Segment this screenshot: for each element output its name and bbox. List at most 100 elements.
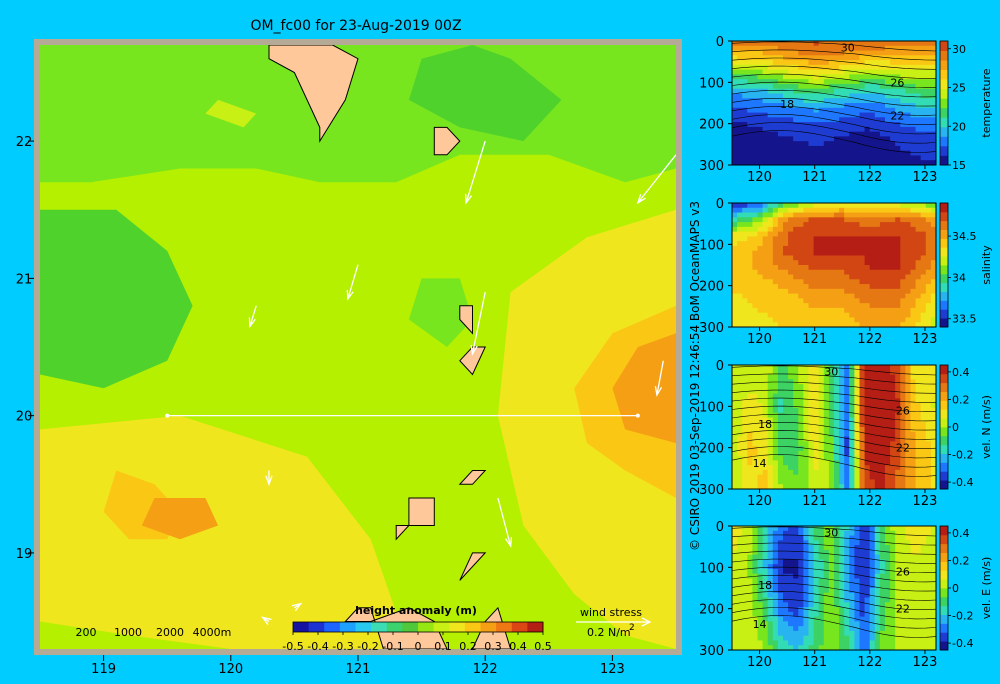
section-cell [910, 616, 916, 622]
section-cell [854, 474, 860, 480]
section-cell [854, 103, 860, 109]
section-cell [920, 645, 927, 651]
section-cell [879, 298, 886, 304]
section-cell [737, 236, 743, 242]
section-cell [828, 274, 835, 280]
section-cell [854, 469, 860, 476]
section-cell [925, 554, 932, 560]
section-cell [793, 540, 799, 546]
section-cell [834, 203, 840, 209]
section-cell [762, 403, 769, 409]
section-cell [925, 231, 932, 237]
section-cell [905, 274, 911, 280]
anomaly-region [40, 45, 676, 183]
section-cell [900, 635, 906, 641]
section-cell [828, 298, 835, 304]
section-cell [732, 384, 738, 390]
section-cell [808, 41, 814, 47]
section-cell [910, 160, 916, 166]
section-cell [844, 616, 850, 622]
section-cell [828, 630, 835, 637]
section-cell [890, 207, 896, 213]
section-cell [920, 226, 927, 233]
section-cell [828, 578, 835, 584]
section-cell [849, 274, 855, 280]
section-cell [890, 284, 896, 290]
section-cell [777, 607, 784, 613]
section-cell [854, 50, 860, 56]
section-cell [925, 427, 932, 433]
section-cell [869, 455, 876, 461]
section-cell [737, 112, 743, 118]
section-cell [788, 145, 794, 152]
section-cell [930, 635, 937, 641]
section-cell [844, 369, 850, 375]
section-cell [742, 479, 748, 485]
section-cell [854, 245, 860, 252]
section-y-tick-label: 200 [699, 603, 724, 618]
section-cell [783, 274, 789, 280]
section-cell [752, 384, 758, 390]
section-cell [813, 630, 820, 637]
section-cell [834, 207, 840, 213]
section-cell [747, 427, 753, 433]
section-cell [742, 540, 748, 546]
section-cell [915, 626, 922, 632]
section-cell [772, 431, 779, 437]
section-cell [874, 155, 881, 161]
section-cell [895, 41, 901, 47]
section-cell [742, 446, 748, 452]
section-cell [879, 374, 886, 380]
isotherm-line [731, 599, 937, 620]
section-cell [788, 559, 794, 565]
section-cell [834, 616, 840, 622]
section-cell [788, 530, 794, 536]
section-cell [828, 554, 835, 560]
section-cell [818, 107, 825, 113]
section-cell [930, 222, 937, 228]
section-cell [910, 269, 916, 275]
section-cell [808, 540, 814, 546]
section-cell [813, 212, 820, 218]
section-cell [905, 150, 911, 156]
section-cell [869, 126, 876, 133]
section-cell [844, 446, 850, 452]
section-cell [767, 245, 774, 252]
section-cell [732, 79, 738, 85]
section-cell [849, 255, 855, 261]
section-cell [757, 269, 763, 275]
section-cell [762, 284, 769, 290]
section-cell [767, 407, 774, 414]
section-cell [767, 607, 774, 613]
section-cell [828, 403, 835, 409]
section-cell [752, 322, 758, 328]
section-cell [808, 484, 814, 490]
section-cell [920, 303, 927, 309]
section-cell [910, 222, 916, 228]
section-cell [813, 365, 820, 371]
section-cell [828, 455, 835, 461]
section-cell [905, 126, 911, 133]
section-cell [925, 217, 932, 223]
section-cell [762, 307, 769, 314]
section-cell [762, 98, 769, 104]
section-cell [915, 136, 922, 142]
section-cell [885, 69, 891, 75]
section-cell [905, 398, 911, 404]
section-cell [777, 365, 784, 371]
section-cell [854, 403, 860, 409]
section-cell [747, 465, 753, 471]
section-cell [905, 564, 911, 570]
section-cell [900, 607, 906, 613]
section-x-tick-label: 123 [913, 655, 938, 670]
section-cell [793, 45, 799, 51]
section-cell [772, 635, 779, 641]
section-cell [849, 559, 855, 565]
isotherm-label: 22 [896, 603, 910, 616]
section-cell [757, 217, 763, 223]
section-cell [737, 83, 743, 90]
section-cell [844, 441, 850, 447]
section-cell [885, 640, 891, 646]
section-cell [803, 245, 809, 252]
section-cell [813, 207, 820, 213]
